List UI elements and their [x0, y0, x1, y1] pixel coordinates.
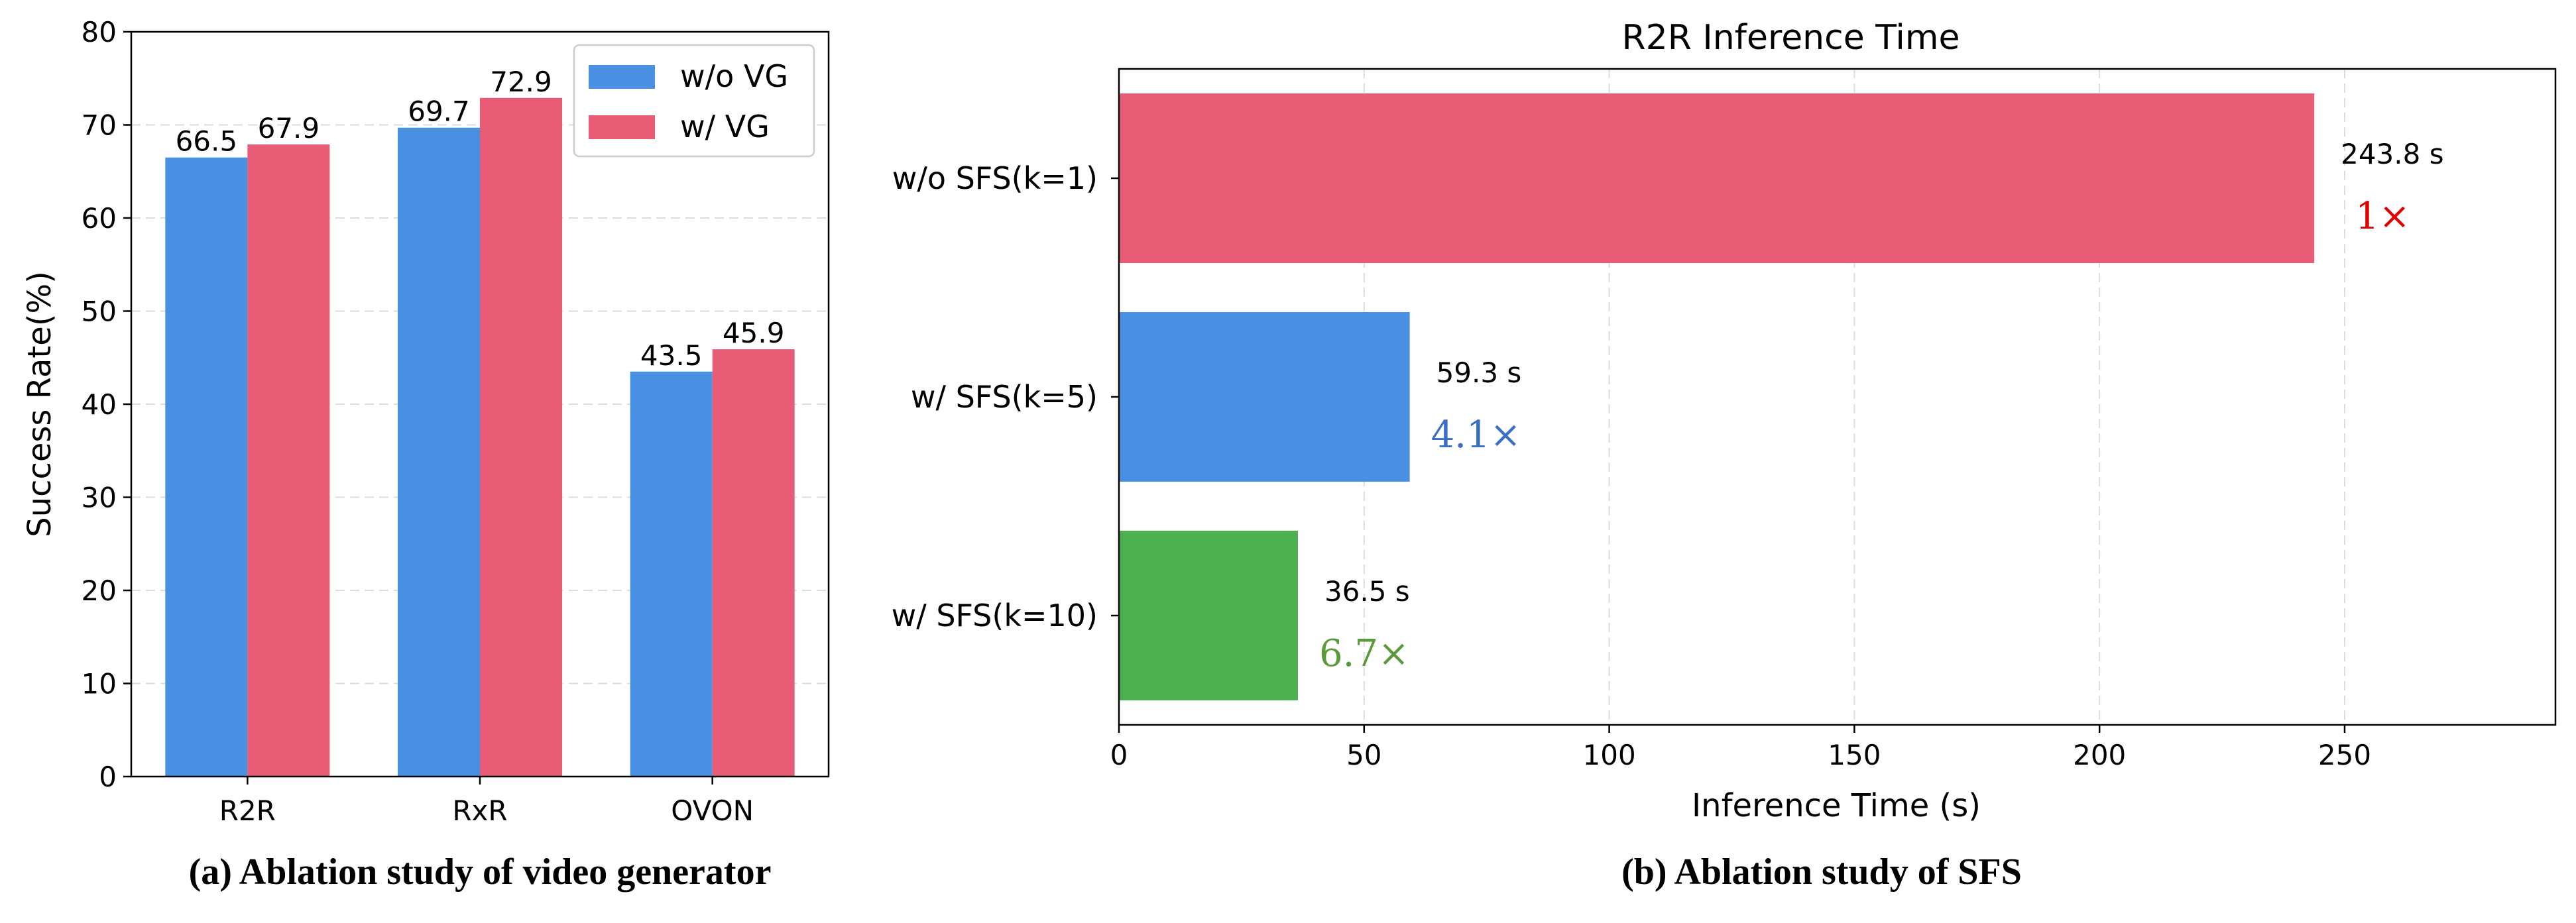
legend: w/o VG w/ VG	[573, 44, 815, 158]
y-tick-label: 40	[82, 388, 117, 421]
bar	[480, 97, 562, 777]
plot-frame	[130, 30, 830, 778]
y-tick-label: w/ SFS(k=10)	[892, 598, 1098, 633]
x-tick-label: 100	[1583, 739, 1636, 771]
y-tick-label: 60	[82, 202, 117, 235]
y-tick-label: 20	[82, 574, 117, 607]
data-label: 45.9	[723, 317, 785, 349]
chart-a: 66.5 67.9 R2R 69.7 72.9 RxR 43.5 45.9 OVON 0 10 20 3…	[21, 16, 830, 893]
bar	[712, 349, 795, 777]
y-tick-label: 0	[99, 761, 117, 793]
bar	[247, 144, 330, 777]
chart-b: 243.8 s 1× w/o SFS(k=1) 59.3 s 4.1× w/ SFS(k=…	[892, 18, 2557, 893]
speedup-label: 6.7×	[1319, 632, 1409, 675]
y-tick-label: w/ SFS(k=5)	[911, 379, 1098, 415]
y-tick-label: 70	[82, 109, 117, 142]
legend-swatch	[589, 65, 655, 89]
data-label: 59.3 s	[1436, 356, 1522, 389]
legend-label: w/ VG	[680, 109, 770, 144]
y-tick-label: 80	[82, 16, 117, 48]
y-tick-label: w/o SFS(k=1)	[892, 160, 1098, 196]
x-tick-label: 200	[2073, 739, 2126, 771]
data-label: 72.9	[490, 66, 552, 98]
y-tick-label: 10	[82, 668, 117, 700]
caption-b: (b) Ablation study of SFS	[1621, 851, 2022, 893]
data-label: 43.5	[640, 339, 703, 372]
bar	[1119, 93, 2315, 263]
data-label: 67.9	[258, 112, 320, 144]
x-tick-label: 50	[1346, 739, 1381, 771]
x-tick-label: RxR	[452, 794, 507, 827]
x-tick-label: 0	[1110, 739, 1128, 771]
plot-frame	[1118, 68, 2557, 726]
legend-label: w/o VG	[680, 58, 788, 94]
x-tick-label: OVON	[671, 794, 754, 827]
speedup-label: 1×	[2355, 195, 2410, 238]
bar	[630, 371, 713, 777]
x-tick-label: 150	[1828, 739, 1881, 771]
y-tick-label: 50	[82, 296, 117, 328]
bar	[1119, 531, 1298, 700]
x-tick-label: 250	[2318, 739, 2371, 771]
data-label: 69.7	[408, 95, 470, 128]
bar	[398, 127, 480, 777]
data-label: 66.5	[176, 125, 238, 158]
data-label: 243.8 s	[2341, 138, 2443, 170]
legend-swatch	[589, 115, 655, 139]
x-axis-label: Inference Time (s)	[1692, 787, 1981, 824]
caption-a: (a) Ablation study of video generator	[189, 851, 772, 893]
bar	[1119, 312, 1410, 482]
chart-title: R2R Inference Time	[1621, 18, 1960, 58]
bar	[165, 157, 248, 777]
x-tick-label: R2R	[219, 794, 276, 827]
y-tick-label: 30	[82, 482, 117, 514]
speedup-label: 4.1×	[1431, 413, 1521, 457]
y-axis-label: Success Rate(%)	[21, 271, 58, 537]
data-label: 36.5 s	[1324, 575, 1410, 608]
